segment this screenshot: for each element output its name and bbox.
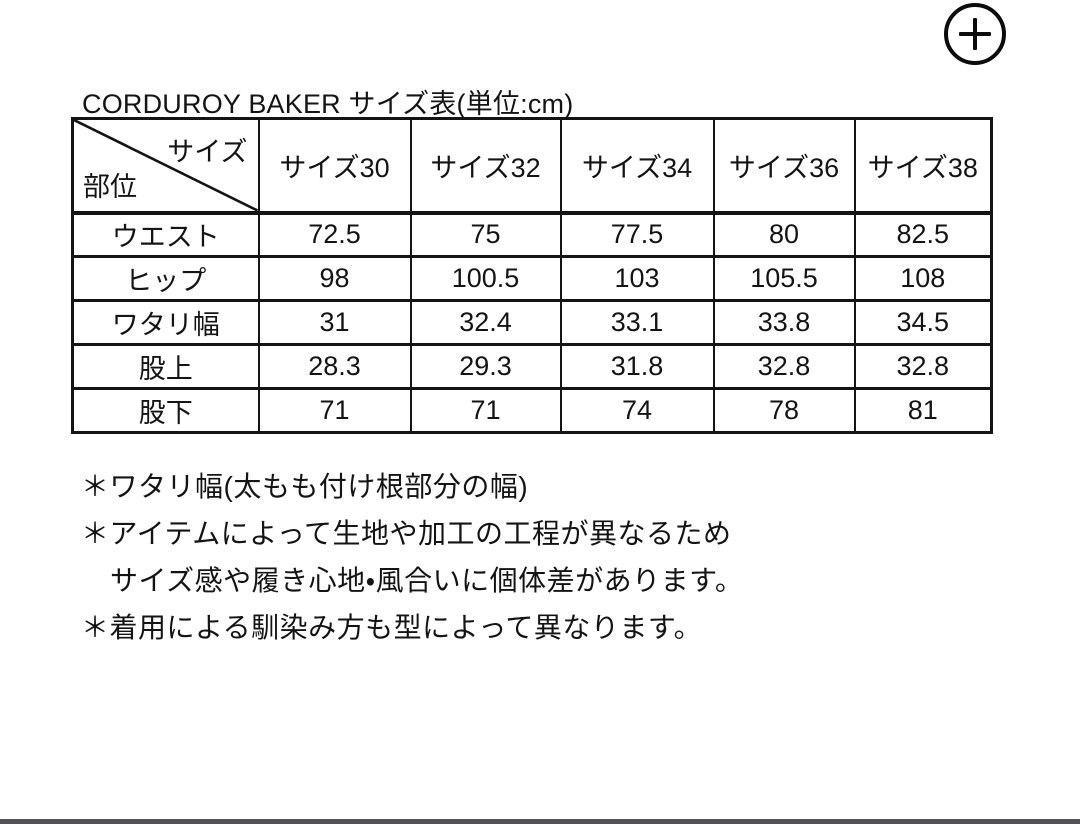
table-row: ヒップ 98 100.5 103 105.5 108	[71, 255, 993, 302]
value-cell: 100.5	[409, 255, 562, 302]
column-header: サイズ36	[712, 117, 856, 215]
value-cell: 32.8	[853, 343, 993, 390]
value-cell: 31	[257, 299, 412, 346]
footnote-line: ＊アイテムによって生地や加工の工程が異なるため	[81, 517, 732, 549]
value-cell: 98	[257, 255, 412, 302]
value-cell: 75	[409, 211, 562, 258]
value-cell: 32.4	[409, 299, 562, 346]
value-cell: 71	[257, 387, 412, 434]
corner-cell: サイズ 部位	[71, 117, 260, 215]
value-cell: 29.3	[409, 343, 562, 390]
footnote-line: ＊ワタリ幅(太もも付け根部分の幅)	[81, 470, 529, 502]
value-cell: 28.3	[257, 343, 412, 390]
row-label: 股上	[71, 343, 260, 390]
corner-part-label: 部位	[83, 171, 137, 202]
footnote-line: サイズ感や履き心地・風合いに個体差があります。	[110, 564, 744, 596]
zoom-in-button[interactable]	[944, 3, 1006, 65]
value-cell: 33.8	[712, 299, 856, 346]
value-cell: 72.5	[257, 211, 412, 258]
value-cell: 77.5	[559, 211, 715, 258]
value-cell: 82.5	[853, 211, 993, 258]
diagonal-line	[74, 120, 258, 211]
row-label: 股下	[71, 387, 260, 434]
row-label: ヒップ	[71, 255, 260, 302]
row-label: ワタリ幅	[71, 299, 260, 346]
value-cell: 80	[712, 211, 856, 258]
footnotes: ＊ワタリ幅(太もも付け根部分の幅) ＊アイテムによって生地や加工の工程が異なるため…	[81, 461, 743, 649]
column-header: サイズ32	[409, 117, 562, 215]
column-header: サイズ38	[853, 117, 993, 215]
table-row: 股下 71 71 74 78 81	[71, 387, 993, 434]
row-label: ウエスト	[71, 211, 260, 258]
value-cell: 108	[853, 255, 993, 302]
table-row: 股上 28.3 29.3 31.8 32.8 32.8	[71, 343, 993, 390]
size-table: サイズ 部位 サイズ30 サイズ32 サイズ34 サイズ36 サイズ38 ウエスト 72.…	[71, 117, 993, 434]
header-row: サイズ 部位 サイズ30 サイズ32 サイズ34 サイズ36 サイズ38	[71, 117, 993, 215]
size-table-body: ウエスト 72.5 75 77.5 80 82.5 ヒップ 98 100.5 103 105.5 10…	[71, 211, 993, 434]
bottom-bar	[0, 819, 1080, 824]
column-header: サイズ30	[257, 117, 412, 215]
table-row: ワタリ幅 31 32.4 33.1 33.8 34.5	[71, 299, 993, 346]
value-cell: 31.8	[559, 343, 715, 390]
value-cell: 78	[712, 387, 856, 434]
value-cell: 81	[853, 387, 993, 434]
table-row: ウエスト 72.5 75 77.5 80 82.5	[71, 211, 993, 258]
value-cell: 34.5	[853, 299, 993, 346]
corner-size-label: サイズ	[167, 137, 248, 167]
value-cell: 33.1	[559, 299, 715, 346]
value-cell: 105.5	[712, 255, 856, 302]
plus-icon	[973, 18, 977, 50]
value-cell: 32.8	[712, 343, 856, 390]
value-cell: 103	[559, 255, 715, 302]
value-cell: 71	[409, 387, 562, 434]
column-header: サイズ34	[559, 117, 715, 215]
value-cell: 74	[559, 387, 715, 434]
footnote-line: ＊着用による馴染み方も型によって異なります。	[81, 611, 703, 643]
page-title: CORDUROY BAKER サイズ表(単位:cm)	[82, 89, 574, 119]
